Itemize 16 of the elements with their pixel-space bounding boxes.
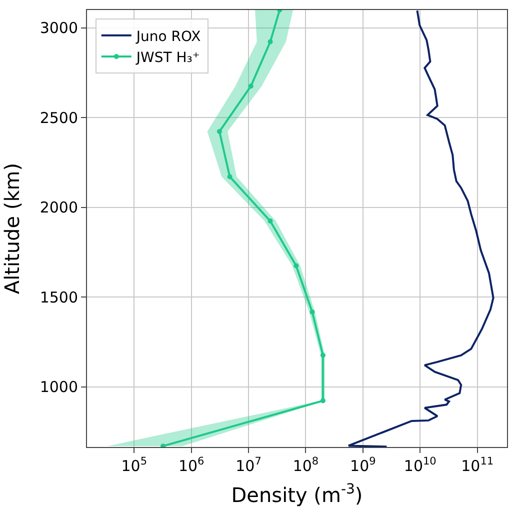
x-axis-title: Density (m$^{-3}$) — [231, 482, 363, 507]
x-tick-label: 10$^{6}$ — [178, 456, 205, 475]
legend-label: Juno ROX — [135, 28, 202, 45]
x-tick-label: 10$^{8}$ — [292, 456, 319, 475]
x-tick-label: 10$^{7}$ — [236, 456, 262, 475]
legend-label: JWST H₃⁺ — [135, 50, 200, 66]
x-tick-label: 10$^{5}$ — [121, 456, 148, 475]
x-tick-label: 10$^{9}$ — [350, 456, 376, 475]
x-tick-label: 10$^{10}$ — [404, 456, 436, 475]
x-tick-label: 10$^{11}$ — [461, 456, 494, 475]
y-tick-label: 1000 — [40, 378, 78, 396]
y-tick-label: 2500 — [40, 108, 78, 127]
y-axis-title: Altitude (km) — [0, 162, 24, 294]
y-tick-label: 3000 — [40, 19, 78, 38]
y-tick-label: 1500 — [40, 288, 78, 306]
y-tick-label: 2000 — [40, 198, 78, 217]
